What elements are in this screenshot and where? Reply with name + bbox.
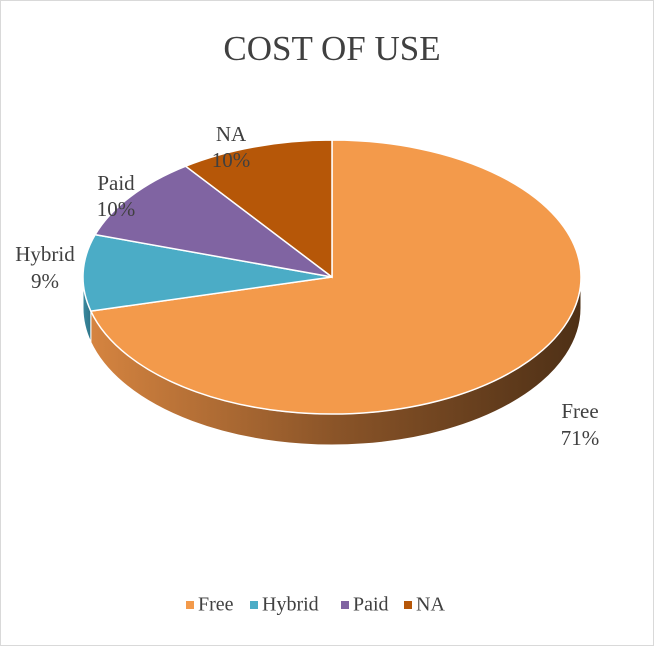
- data-label-name: Hybrid: [15, 242, 75, 266]
- legend-marker: [250, 601, 258, 609]
- data-label-name: NA: [216, 122, 247, 146]
- data-label-name: Paid: [97, 171, 135, 195]
- pie-slice: [184, 139, 333, 279]
- data-label-value: 10%: [212, 148, 251, 172]
- legend-marker: [186, 601, 194, 609]
- pie-slice: [89, 139, 582, 415]
- legend-label: NA: [416, 594, 445, 616]
- data-label-name: Free: [561, 399, 598, 423]
- legend-label: Hybrid: [262, 594, 319, 616]
- pie-slice: [82, 233, 333, 312]
- data-label-value: 71%: [561, 426, 600, 450]
- data-label-value: 9%: [31, 269, 59, 293]
- pie-slice: [93, 165, 333, 278]
- legend-label: Free: [198, 594, 234, 616]
- legend-marker: [404, 601, 412, 609]
- legend-marker: [341, 601, 349, 609]
- chart-title: COST OF USE: [223, 29, 440, 68]
- legend-label: Paid: [353, 594, 389, 616]
- data-label-value: 10%: [97, 197, 136, 221]
